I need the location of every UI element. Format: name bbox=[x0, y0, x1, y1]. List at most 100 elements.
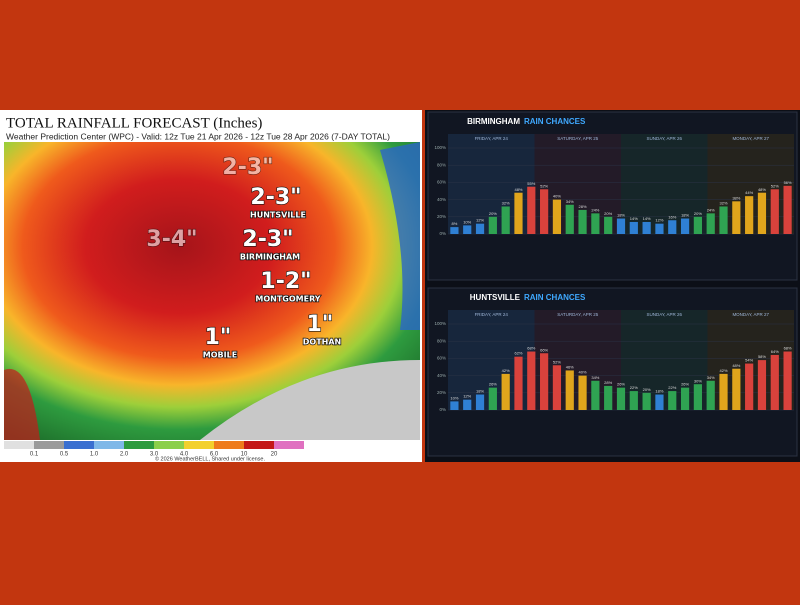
value-label: 20% bbox=[643, 387, 651, 392]
value-label: 26% bbox=[681, 382, 689, 387]
bar bbox=[565, 204, 574, 234]
bar bbox=[475, 394, 485, 410]
bar bbox=[757, 360, 767, 410]
y-tick-label: 60% bbox=[437, 180, 446, 185]
bar bbox=[527, 186, 536, 234]
chart-city: HUNTSVILLE bbox=[470, 293, 521, 302]
rain-amount: 1-2" bbox=[260, 269, 311, 294]
value-label: 18% bbox=[681, 213, 689, 218]
rain-amount: 2-3" bbox=[250, 185, 301, 210]
value-label: 32% bbox=[502, 201, 510, 206]
bar bbox=[668, 391, 677, 410]
value-label: 42% bbox=[502, 368, 510, 373]
bar bbox=[488, 387, 497, 410]
value-label: 54% bbox=[745, 358, 753, 363]
bar bbox=[732, 201, 741, 234]
value-label: 24% bbox=[591, 207, 599, 212]
value-label: 20% bbox=[604, 211, 612, 216]
scale-label: 2.0 bbox=[120, 452, 129, 458]
value-label: 14% bbox=[643, 216, 651, 221]
y-tick-label: 20% bbox=[437, 390, 446, 395]
value-label: 20% bbox=[489, 211, 497, 216]
map-title: TOTAL RAINFALL FORECAST (Inches) bbox=[6, 115, 262, 131]
value-label: 42% bbox=[720, 368, 728, 373]
bar bbox=[552, 199, 562, 234]
value-label: 48% bbox=[758, 187, 766, 192]
value-label: 64% bbox=[771, 349, 779, 354]
scale-swatch bbox=[94, 441, 124, 449]
scale-swatch bbox=[244, 441, 274, 449]
city-label: MOBILE bbox=[203, 351, 237, 360]
bar bbox=[693, 216, 702, 234]
bar bbox=[706, 380, 715, 410]
bar bbox=[501, 373, 510, 410]
bar bbox=[668, 220, 677, 234]
bar bbox=[680, 218, 690, 234]
bar bbox=[514, 192, 523, 234]
day-band bbox=[621, 134, 708, 234]
bar bbox=[706, 213, 715, 234]
bar bbox=[655, 394, 664, 410]
value-label: 12% bbox=[655, 218, 663, 223]
y-tick-label: 100% bbox=[434, 145, 446, 150]
day-label: MONDAY, APR 27 bbox=[732, 312, 769, 317]
bar bbox=[745, 196, 754, 234]
rain-amount: 1" bbox=[205, 325, 232, 350]
y-tick-label: 80% bbox=[437, 162, 446, 167]
value-label: 20% bbox=[694, 211, 702, 216]
value-label: 22% bbox=[668, 385, 676, 390]
scale-swatch bbox=[64, 441, 94, 449]
bar bbox=[604, 385, 613, 410]
y-tick-label: 80% bbox=[437, 338, 446, 343]
value-label: 34% bbox=[566, 199, 574, 204]
bar bbox=[578, 209, 587, 234]
bar bbox=[783, 351, 792, 410]
value-label: 8% bbox=[452, 221, 458, 226]
scale-label: 20 bbox=[271, 452, 278, 458]
bar bbox=[540, 353, 549, 410]
value-label: 18% bbox=[617, 213, 625, 218]
value-label: 55% bbox=[527, 181, 535, 186]
value-label: 28% bbox=[579, 204, 587, 209]
bar bbox=[514, 356, 523, 410]
bar bbox=[693, 384, 702, 410]
scale-label: 0.5 bbox=[60, 452, 69, 458]
chart-title: RAIN CHANCES bbox=[524, 293, 586, 302]
value-label: 32% bbox=[720, 201, 728, 206]
value-label: 40% bbox=[553, 194, 561, 199]
value-label: 28% bbox=[604, 380, 612, 385]
value-label: 44% bbox=[745, 190, 753, 195]
bar bbox=[450, 401, 459, 410]
value-label: 12% bbox=[476, 218, 484, 223]
day-label: SUNDAY, APR 26 bbox=[646, 312, 682, 317]
bar bbox=[642, 392, 651, 410]
bar bbox=[604, 216, 613, 234]
value-label: 22% bbox=[630, 385, 638, 390]
east-band bbox=[380, 142, 420, 330]
map-credit: © 2026 WeatherBELL, Shared under license… bbox=[155, 455, 266, 462]
value-label: 34% bbox=[707, 375, 715, 380]
bar bbox=[475, 223, 485, 234]
value-label: 66% bbox=[540, 347, 548, 352]
y-tick-label: 100% bbox=[434, 321, 446, 326]
y-tick-label: 40% bbox=[437, 197, 446, 202]
scale-swatch bbox=[154, 441, 184, 449]
y-tick-label: 60% bbox=[437, 356, 446, 361]
scale-label: 0.1 bbox=[30, 452, 39, 458]
scale-swatch bbox=[214, 441, 244, 449]
bar bbox=[463, 225, 472, 234]
value-label: 52% bbox=[771, 183, 779, 188]
bar bbox=[463, 399, 472, 410]
scale-swatch bbox=[34, 441, 64, 449]
y-tick-label: 0% bbox=[439, 231, 446, 236]
chart-frame bbox=[427, 111, 798, 281]
city-label: DOTHAN bbox=[303, 338, 341, 347]
bar bbox=[616, 218, 626, 234]
scale-swatch bbox=[274, 441, 304, 449]
bar bbox=[770, 354, 779, 410]
scale-label: 10 bbox=[241, 452, 248, 458]
rain-amount: 2-3" bbox=[242, 227, 293, 252]
value-label: 48% bbox=[514, 187, 522, 192]
value-label: 18% bbox=[476, 389, 484, 394]
